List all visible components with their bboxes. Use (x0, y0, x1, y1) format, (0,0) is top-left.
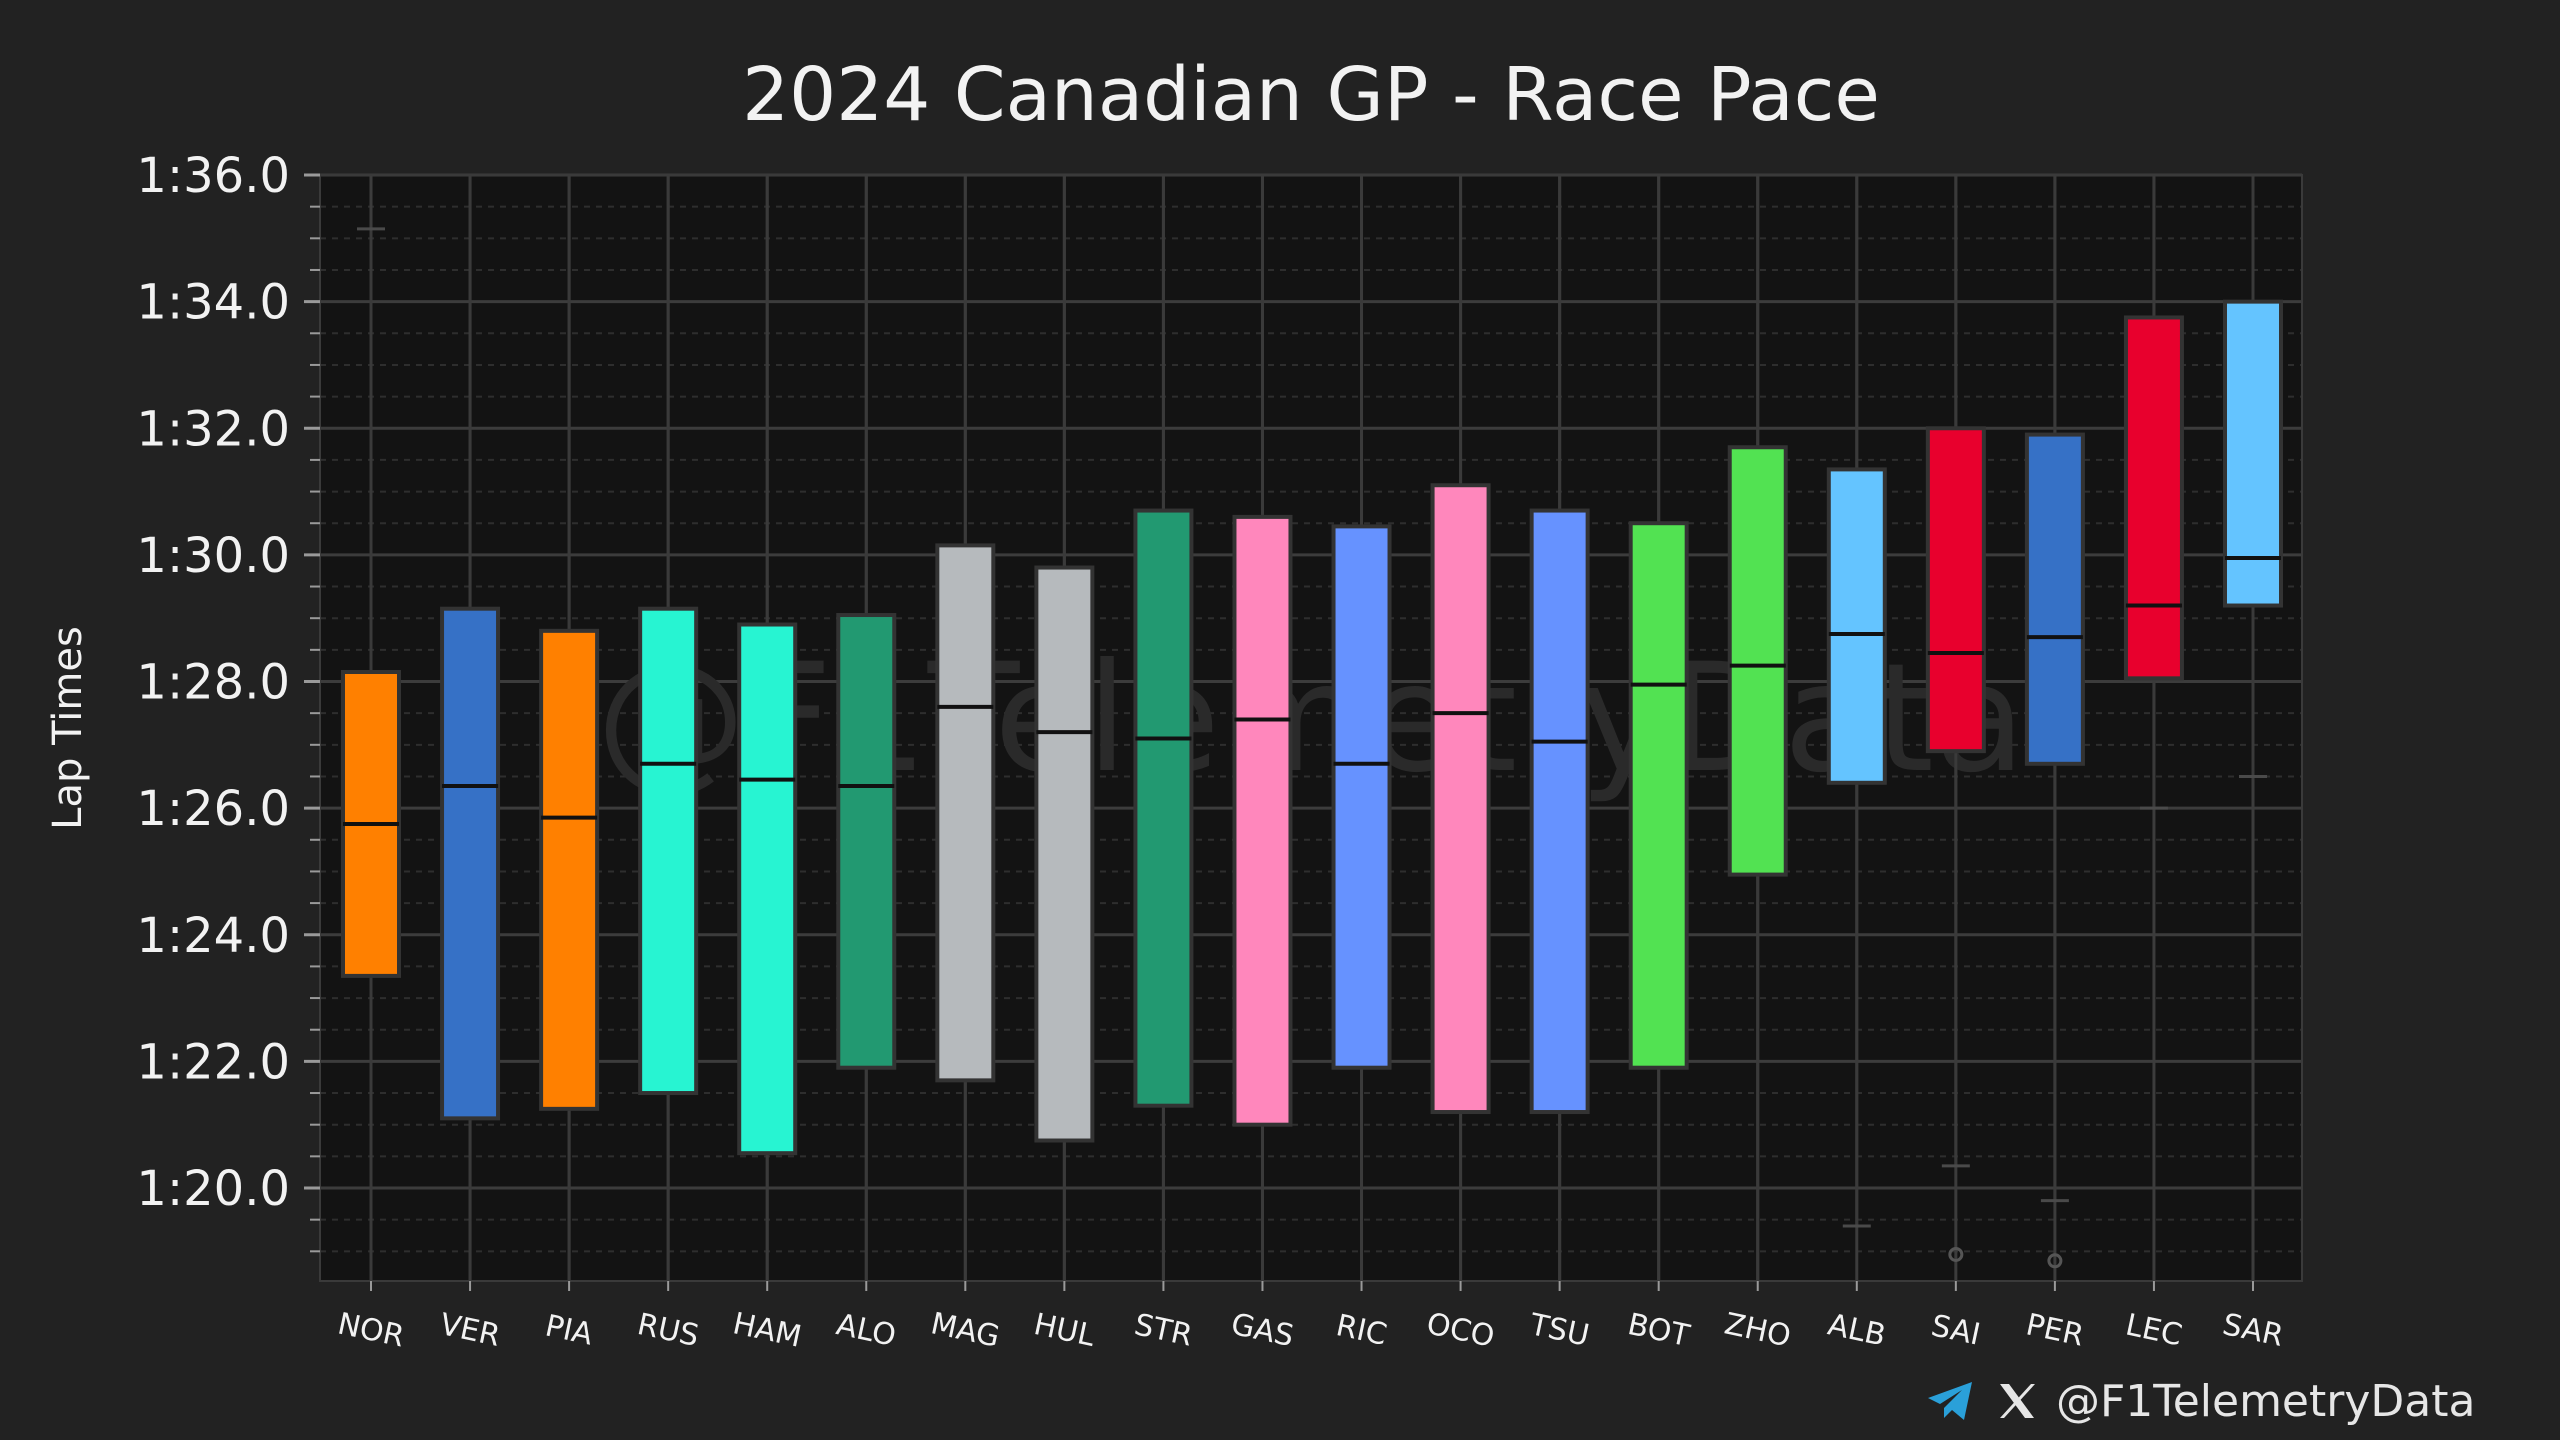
iqr-box (2024, 432, 2085, 766)
outlier-point (1948, 1246, 1964, 1262)
box-series (341, 175, 2283, 1281)
driver-box-mag (935, 175, 996, 1281)
driver-box-str (1133, 175, 1194, 1281)
iqr-box (1331, 524, 1392, 1070)
x-tick-label: STR (1131, 1307, 1195, 1353)
y-axis: 1:20.0 1:22.0 1:24.0 1:26.0 1:28.0 1:30.0 1:32… (136, 148, 320, 1253)
driver-box-per (2024, 175, 2085, 1269)
chart-title: 2024 Canadian GP - Race Pace (742, 52, 1880, 138)
y-axis-label: Lap Times (45, 626, 91, 830)
iqr-box (737, 622, 798, 1156)
y-tick-label: 1:32.0 (136, 401, 290, 457)
x-tick-label: GAS (1228, 1307, 1297, 1354)
x-tick-label: PER (2023, 1307, 2087, 1353)
iqr-box (836, 613, 897, 1070)
iqr-box (1232, 514, 1293, 1127)
iqr-box (935, 543, 996, 1083)
driver-box-alo (836, 175, 897, 1281)
iqr-box (1034, 565, 1095, 1143)
x-tick-label: ZHO (1721, 1306, 1794, 1354)
iqr-box (638, 606, 699, 1096)
driver-box-hul (1034, 175, 1095, 1281)
iqr-box (1925, 426, 1986, 754)
x-axis: NOR VER PIA RUS HAM ALO MAG HUL STR GAS RIC OCO TSU B… (335, 1281, 2286, 1355)
driver-box-ric (1331, 175, 1392, 1281)
x-tick-label: HUL (1031, 1307, 1098, 1354)
x-tick-label: NOR (335, 1306, 408, 1354)
footer-handle: @F1TelemetryData (2056, 1376, 2475, 1427)
driver-box-gas (1232, 175, 1293, 1281)
driver-box-nor (341, 227, 401, 1281)
iqr-box (1727, 445, 1788, 877)
iqr-box (2223, 299, 2283, 608)
iqr-box (1628, 521, 1689, 1070)
watermark-text: @F1TelemetryData (596, 632, 2026, 806)
x-tick-label: RIC (1333, 1308, 1390, 1353)
x-tick-label: SAI (1928, 1308, 1983, 1352)
x-tick-label: SAR (2219, 1307, 2286, 1354)
driver-box-oco (1430, 175, 1491, 1281)
x-tick-label: TSU (1526, 1307, 1592, 1354)
footer-credit: @F1TelemetryData (1928, 1376, 2475, 1427)
x-logo-icon (2000, 1384, 2035, 1418)
iqr-box (1133, 508, 1194, 1108)
driver-box-rus (638, 175, 699, 1281)
driver-box-bot (1628, 175, 1689, 1281)
driver-box-alb (1826, 175, 1887, 1228)
x-tick-label: RUS (634, 1307, 702, 1354)
iqr-box (2123, 315, 2184, 681)
plot-frame (319, 174, 2303, 1282)
y-tick-label: 1:36.0 (136, 148, 290, 204)
y-tick-label: 1:22.0 (136, 1034, 290, 1090)
x-tick-label: BOT (1625, 1307, 1694, 1354)
x-tick-label: ALB (1825, 1307, 1889, 1353)
driver-box-ham (737, 175, 798, 1281)
x-tick-label: HAM (730, 1306, 805, 1355)
y-tick-label: 1:34.0 (136, 275, 290, 331)
iqr-box (440, 606, 501, 1121)
iqr-box (539, 628, 600, 1111)
iqr-box (1430, 483, 1491, 1115)
y-tick-label: 1:20.0 (136, 1161, 290, 1217)
y-tick-label: 1:30.0 (136, 528, 290, 584)
driver-box-tsu (1529, 175, 1590, 1281)
y-tick-label: 1:28.0 (136, 655, 290, 711)
x-tick-label: LEC (2123, 1307, 2186, 1353)
iqr-box (1529, 508, 1590, 1115)
outlier-point (2047, 1253, 2063, 1269)
x-tick-label: OCO (1423, 1306, 1497, 1354)
driver-box-pia (539, 175, 600, 1281)
x-tick-label: VER (437, 1307, 503, 1354)
driver-box-sar (2223, 175, 2283, 778)
driver-box-zho (1727, 175, 1788, 1281)
x-tick-label: PIA (542, 1308, 596, 1352)
driver-box-sai (1925, 175, 1986, 1262)
y-tick-label: 1:26.0 (136, 781, 290, 837)
driver-box-lec (2123, 175, 2184, 810)
x-tick-label: MAG (928, 1306, 1003, 1355)
driver-box-ver (440, 175, 501, 1281)
telegram-icon (1928, 1382, 1972, 1420)
y-tick-label: 1:24.0 (136, 908, 290, 964)
x-tick-label: ALO (833, 1307, 899, 1354)
iqr-box (1826, 467, 1887, 785)
